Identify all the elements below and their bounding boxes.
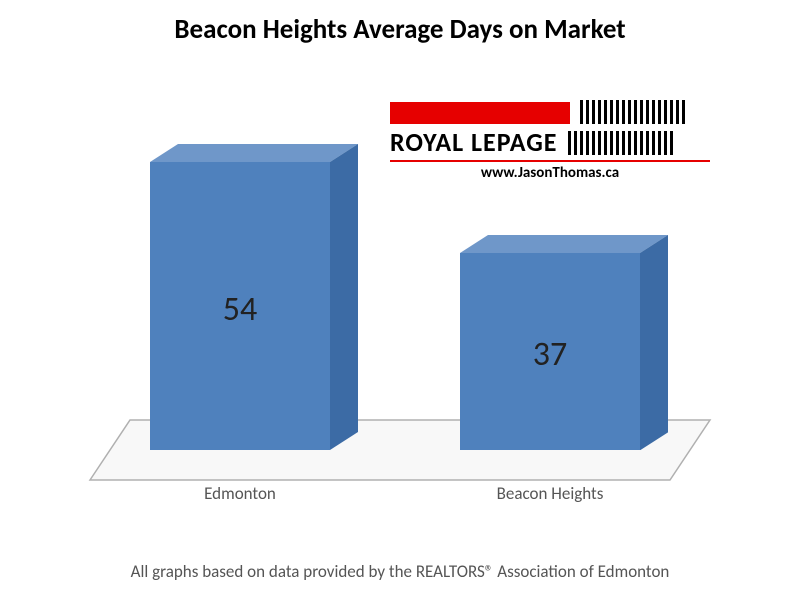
- chart-plot-area: 54Edmonton37Beacon Heights: [90, 140, 710, 500]
- bar-side: [330, 144, 358, 450]
- axis-category-label: Beacon Heights: [440, 483, 660, 504]
- bar: 54: [150, 144, 358, 450]
- bar-value-label: 37: [460, 334, 640, 375]
- chart-title: Beacon Heights Average Days on Market: [0, 0, 800, 47]
- logo-stripes-top: [580, 100, 685, 124]
- logo-red-bar: [390, 102, 570, 124]
- bar: 37: [460, 235, 668, 450]
- bar-side: [640, 235, 668, 450]
- footer-attribution: All graphs based on data provided by the…: [0, 561, 800, 582]
- bar-value-label: 54: [150, 289, 330, 330]
- bar-top: [460, 235, 668, 253]
- logo-top-bars: [390, 100, 710, 124]
- axis-category-label: Edmonton: [130, 483, 350, 504]
- bar-top: [150, 144, 358, 162]
